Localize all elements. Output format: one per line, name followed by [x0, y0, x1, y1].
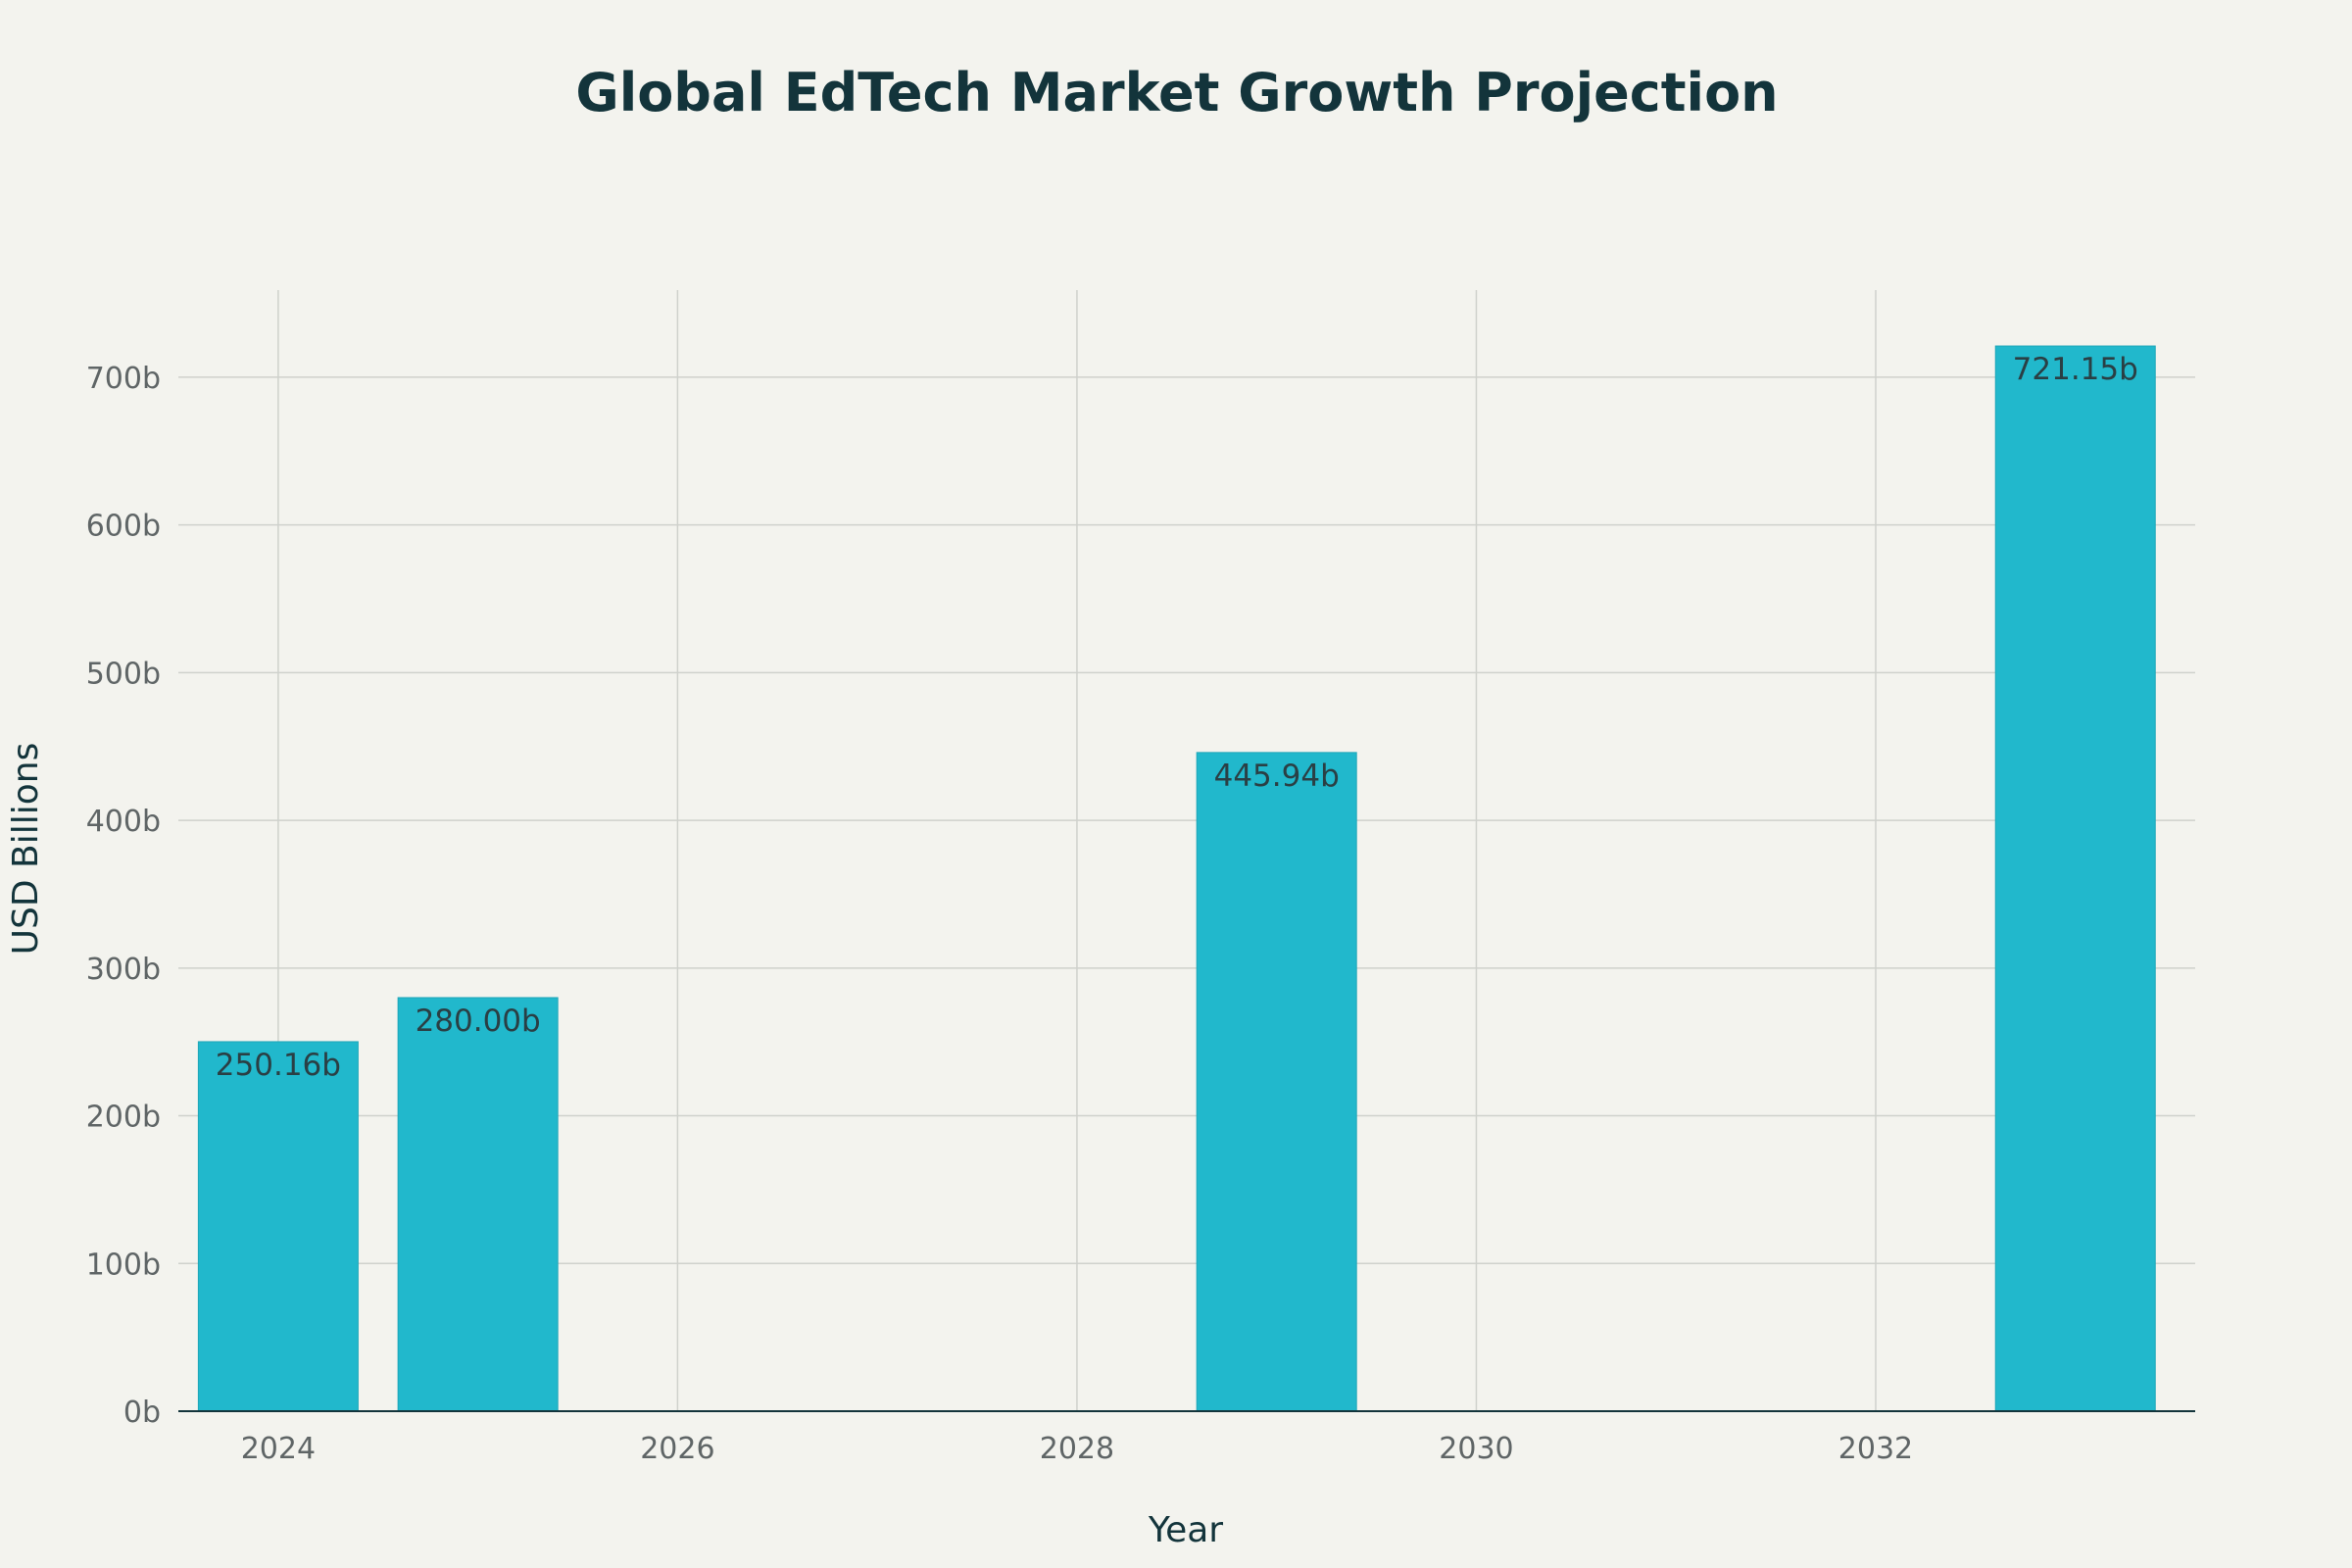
- bar: [1994, 345, 2156, 1412]
- tick-labels: 0b 100b 200b 300b 400b 500b 600b 700b 2024 2026 20…: [86, 362, 1913, 1466]
- x-tick-label: 2026: [640, 1432, 714, 1466]
- y-tick-label: 400b: [86, 805, 161, 839]
- x-axis-title: Year: [1148, 1510, 1223, 1550]
- y-tick-label: 100b: [86, 1248, 161, 1282]
- bar-data-label: 280.00b: [416, 1004, 541, 1039]
- y-tick-label: 600b: [86, 510, 161, 544]
- bars: [197, 345, 2156, 1412]
- y-tick-label: 700b: [86, 362, 161, 396]
- bar: [1196, 752, 1357, 1412]
- bar-data-label: 721.15b: [2013, 352, 2138, 387]
- y-tick-label: 0b: [123, 1396, 161, 1430]
- x-tick-label: 2032: [1838, 1432, 1913, 1466]
- bar-data-label: 445.94b: [1214, 759, 1340, 794]
- bar-data-label: 250.16b: [216, 1048, 341, 1083]
- y-tick-label: 500b: [86, 657, 161, 691]
- bar: [397, 997, 559, 1412]
- y-tick-label: 200b: [86, 1101, 161, 1135]
- y-tick-label: 300b: [86, 953, 161, 987]
- bar: [197, 1041, 359, 1412]
- x-tick-label: 2024: [241, 1432, 316, 1466]
- chart-title: Global EdTech Market Growth Projection: [575, 62, 1778, 123]
- data-labels: 250.16b 280.00b 445.94b 721.15b: [216, 352, 2138, 1083]
- grid: [178, 290, 2195, 1411]
- x-tick-label: 2030: [1439, 1432, 1513, 1466]
- y-axis-title: USD Billions: [6, 743, 46, 956]
- x-tick-label: 2028: [1040, 1432, 1114, 1466]
